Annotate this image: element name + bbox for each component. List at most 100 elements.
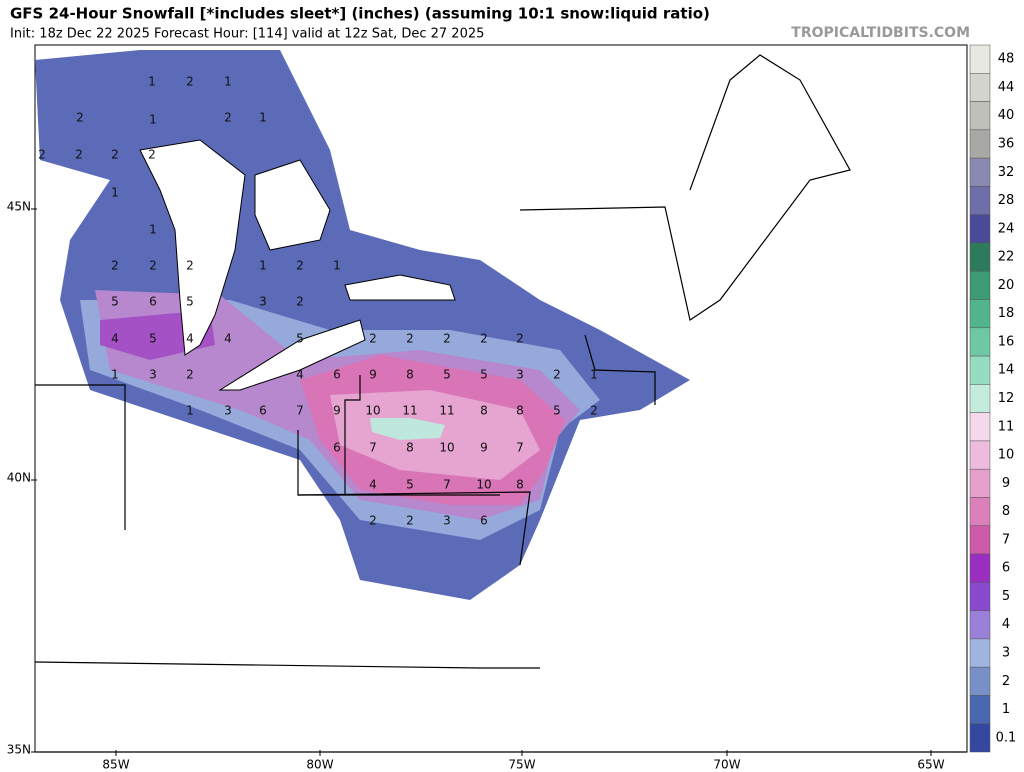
map-value-label: 6 (149, 295, 157, 309)
map-value-label: 2 (480, 332, 488, 346)
map-value-label: 3 (224, 404, 232, 418)
colorbar-label: 6 (1002, 561, 1010, 576)
map-value-label: 5 (111, 295, 119, 309)
map-value-label: 7 (443, 478, 451, 492)
colorbar-swatch (969, 666, 991, 696)
map-value-label: 8 (406, 441, 414, 455)
map-value-label: 2 (369, 332, 377, 346)
colorbar-swatch (969, 129, 991, 159)
map-value-label: 9 (333, 404, 341, 418)
map-value-label: 2 (224, 111, 232, 125)
colorbar-label: 0.1 (996, 730, 1017, 745)
map-value-label: 2 (186, 368, 194, 382)
colorbar-label: 1 (1002, 702, 1010, 717)
map-value-label: 10 (365, 404, 380, 418)
map-value-label: 1 (333, 259, 341, 273)
map-value-label: 3 (259, 295, 267, 309)
map-value-label: 5 (480, 368, 488, 382)
map-value-label: 5 (406, 478, 414, 492)
colorbar-label: 9 (1002, 476, 1010, 491)
map-value-label: 6 (480, 514, 488, 528)
watermark: TROPICALTIDBITS.COM (791, 25, 970, 41)
map-value-label: 6 (333, 441, 341, 455)
colorbar-swatch (969, 384, 991, 413)
colorbar-label: 2 (1002, 674, 1010, 689)
colorbar-label: 18 (998, 306, 1015, 321)
colorbar-swatch (969, 101, 991, 131)
map-value-label: 2 (590, 404, 598, 418)
map-value-label: 2 (296, 259, 304, 273)
lat-label: 40N (7, 471, 31, 485)
colorbar-label: 12 (998, 391, 1015, 406)
map-value-label: 9 (480, 441, 488, 455)
map-value-label: 2 (186, 259, 194, 273)
map-value-label: 1 (259, 111, 267, 125)
colorbar-swatch (969, 355, 991, 385)
map-value-label: 2 (111, 148, 119, 162)
map-value-label: 1 (590, 368, 598, 382)
map-value-label: 4 (186, 332, 194, 346)
map-value-label: 7 (296, 404, 304, 418)
map-value-label: 3 (516, 368, 524, 382)
map-value-label: 9 (369, 368, 377, 382)
lat-label: 35N (7, 743, 31, 757)
colorbar-label: 24 (998, 221, 1015, 236)
lon-label: 85W (102, 758, 129, 772)
map-value-label: 5 (186, 295, 194, 309)
lon-label: 65W (917, 758, 944, 772)
map-value-label: 2 (38, 148, 46, 162)
colorbar-swatch (969, 497, 991, 527)
map-value-label: 8 (516, 478, 524, 492)
lon-label: 75W (508, 758, 535, 772)
map-value-label: 10 (476, 478, 491, 492)
colorbar-label: 8 (1002, 504, 1010, 519)
map-value-label: 5 (296, 332, 304, 346)
colorbar-swatch (969, 582, 991, 611)
map-value-label: 3 (443, 514, 451, 528)
map-value-label: 5 (149, 332, 157, 346)
lon-label: 80W (306, 758, 333, 772)
map-value-label: 1 (224, 75, 232, 89)
map-value-label: 1 (259, 259, 267, 273)
map-value-label: 2 (406, 332, 414, 346)
map-value-label: 7 (516, 441, 524, 455)
map-value-label: 3 (149, 368, 157, 382)
map-value-label: 7 (369, 441, 377, 455)
colorbar-swatch (969, 553, 991, 583)
map-value-label: 2 (75, 148, 83, 162)
map-value-label: 1 (149, 223, 157, 237)
map-value-label: 2 (76, 111, 84, 125)
colorbar-swatch (969, 270, 991, 300)
map-value-label: 11 (439, 404, 454, 418)
colorbar-swatch (969, 214, 991, 244)
map-value-label: 2 (186, 75, 194, 89)
colorbar-swatch (969, 468, 991, 498)
map-value-label: 2 (296, 295, 304, 309)
colorbar-swatch (969, 299, 991, 329)
state-borders (34, 54, 967, 753)
colorbar-label: 48 (998, 52, 1015, 67)
map-value-label: 2 (553, 368, 561, 382)
map-value-label: 10 (439, 441, 454, 455)
colorbar-label: 40 (998, 108, 1015, 123)
map-value-label: 4 (369, 478, 377, 492)
colorbar-swatch (969, 610, 991, 640)
colorbar-label: 4 (1002, 617, 1010, 632)
map-value-label: 1 (149, 113, 157, 127)
map-value-label: 4 (224, 332, 232, 346)
colorbar-label: 16 (998, 334, 1015, 349)
colorbar-swatch (969, 412, 991, 442)
map-value-label: 2 (406, 514, 414, 528)
colorbar-swatch (969, 638, 991, 668)
map-value-label: 2 (148, 148, 156, 162)
colorbar-label: 14 (998, 363, 1015, 378)
colorbar-label: 10 (998, 448, 1015, 463)
colorbar-swatch (969, 525, 991, 555)
map-value-label: 6 (333, 368, 341, 382)
colorbar-swatch (969, 242, 991, 272)
map-value-label: 1 (111, 368, 119, 382)
colorbar-label: 28 (998, 193, 1015, 208)
map-value-label: 2 (111, 259, 119, 273)
colorbar-label: 44 (998, 80, 1015, 95)
